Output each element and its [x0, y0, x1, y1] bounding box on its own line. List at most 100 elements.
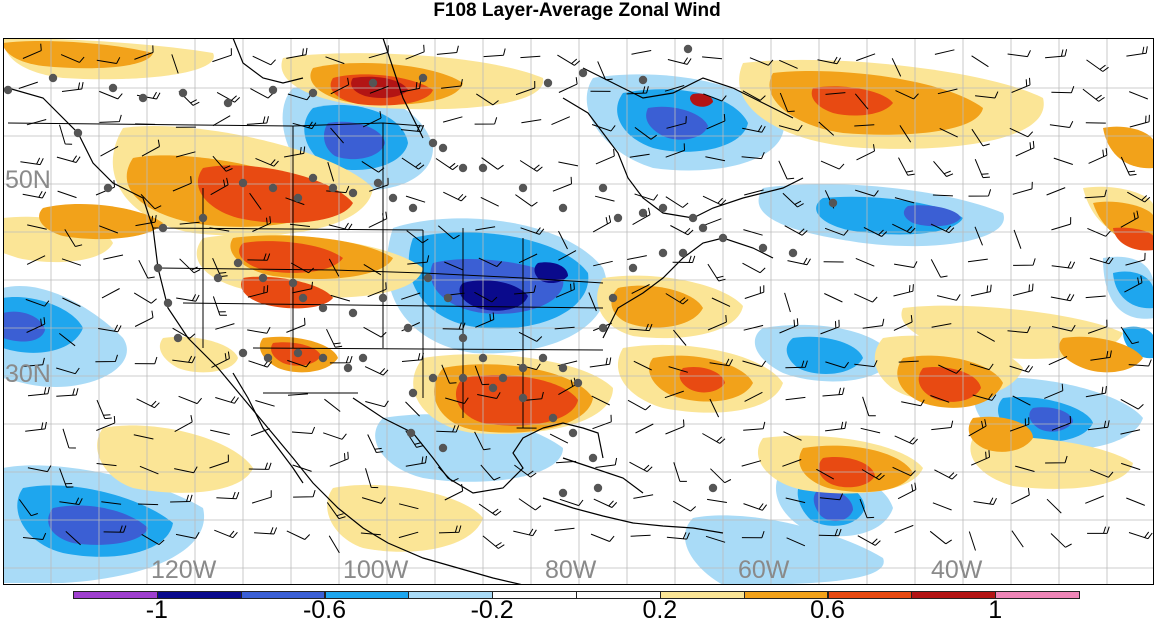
station-dot [164, 299, 172, 307]
station-dot [429, 139, 437, 147]
station-dot [374, 179, 382, 187]
station-dot [459, 164, 467, 172]
station-dot [609, 294, 617, 302]
station-dot [499, 374, 507, 382]
station-dot [719, 234, 727, 242]
station-dot [409, 389, 417, 397]
station-dot [659, 204, 667, 212]
wind-barb [135, 124, 155, 125]
station-dot [459, 374, 467, 382]
colorbar-tick-label: 1 [988, 596, 1002, 625]
station-dot [407, 429, 415, 437]
station-dot [49, 74, 57, 82]
station-dot [559, 489, 567, 497]
station-dot [439, 144, 447, 152]
station-dot [549, 414, 557, 422]
station-dot [789, 249, 797, 257]
station-dot [429, 374, 437, 382]
colorbar-segment [995, 591, 1080, 599]
station-dot [424, 274, 432, 282]
station-dot [109, 84, 117, 92]
station-dot [419, 74, 427, 82]
station-dot [214, 274, 222, 282]
colorbar-tick-label: 0.2 [642, 596, 677, 625]
station-dot [639, 209, 647, 217]
station-dot [294, 349, 302, 357]
station-dot [379, 294, 387, 302]
station-dot [539, 354, 547, 362]
lon-label-100w: 100W [343, 556, 408, 585]
station-dot [289, 279, 297, 287]
station-dot [684, 45, 692, 53]
lat-label-30n: 30N [5, 360, 51, 389]
station-dot [519, 394, 527, 402]
station-dot [319, 304, 327, 312]
station-dot [489, 384, 497, 392]
station-dot [154, 264, 162, 272]
station-dot [519, 184, 527, 192]
station-dot [269, 184, 277, 192]
station-dot [159, 224, 167, 232]
station-dot [224, 99, 232, 107]
station-dot [239, 349, 247, 357]
station-dot [599, 184, 607, 192]
station-dot [709, 484, 717, 492]
station-dot [174, 334, 182, 342]
station-dot [579, 69, 587, 77]
wind-barb [138, 504, 158, 505]
station-dot [629, 264, 637, 272]
station-dot [344, 364, 352, 372]
station-dot [239, 179, 247, 187]
station-dot [459, 334, 467, 342]
station-dot [139, 94, 147, 102]
station-dot [409, 204, 417, 212]
colorbar [73, 591, 1079, 599]
map-title: F108 Layer-Average Zonal Wind [0, 0, 1154, 22]
colorbar-tick-label: -0.2 [471, 596, 514, 625]
colorbar-tick-label: -0.6 [303, 596, 346, 625]
station-dot [269, 86, 277, 94]
lat-label-50n: 50N [5, 166, 51, 195]
station-dot [4, 86, 12, 94]
station-dot [299, 294, 307, 302]
station-dot [689, 214, 697, 222]
station-dot [659, 249, 667, 257]
station-dot [309, 174, 317, 182]
station-dot [614, 214, 622, 222]
station-dot [74, 129, 82, 137]
station-dot [349, 309, 357, 317]
station-dot [234, 259, 242, 267]
station-dot [594, 484, 602, 492]
map-canvas [3, 38, 1154, 585]
lon-label-80w: 80W [545, 556, 596, 585]
station-dot [479, 164, 487, 172]
station-dot [544, 79, 552, 87]
station-dot [639, 76, 647, 84]
station-dot [559, 204, 567, 212]
station-dot [559, 364, 567, 372]
station-dot [259, 274, 267, 282]
station-dot [569, 429, 577, 437]
colorbar-tick-label: -1 [146, 596, 168, 625]
lon-label-60w: 60W [738, 556, 789, 585]
station-dot [349, 189, 357, 197]
station-dot [369, 79, 377, 87]
station-dot [699, 224, 707, 232]
station-dot [574, 379, 582, 387]
station-dot [444, 294, 452, 302]
station-dot [599, 324, 607, 332]
lon-label-120w: 120W [151, 556, 216, 585]
station-dot [104, 184, 112, 192]
station-dot [179, 89, 187, 97]
lon-label-40w: 40W [931, 556, 982, 585]
station-dot [329, 184, 337, 192]
station-dot [319, 354, 327, 362]
station-dot [359, 354, 367, 362]
station-dot [404, 324, 412, 332]
station-dot [589, 454, 597, 462]
station-dot [829, 199, 837, 207]
station-dot [519, 364, 527, 372]
station-dot [294, 194, 302, 202]
station-dot [264, 354, 272, 362]
station-dot [759, 244, 767, 252]
